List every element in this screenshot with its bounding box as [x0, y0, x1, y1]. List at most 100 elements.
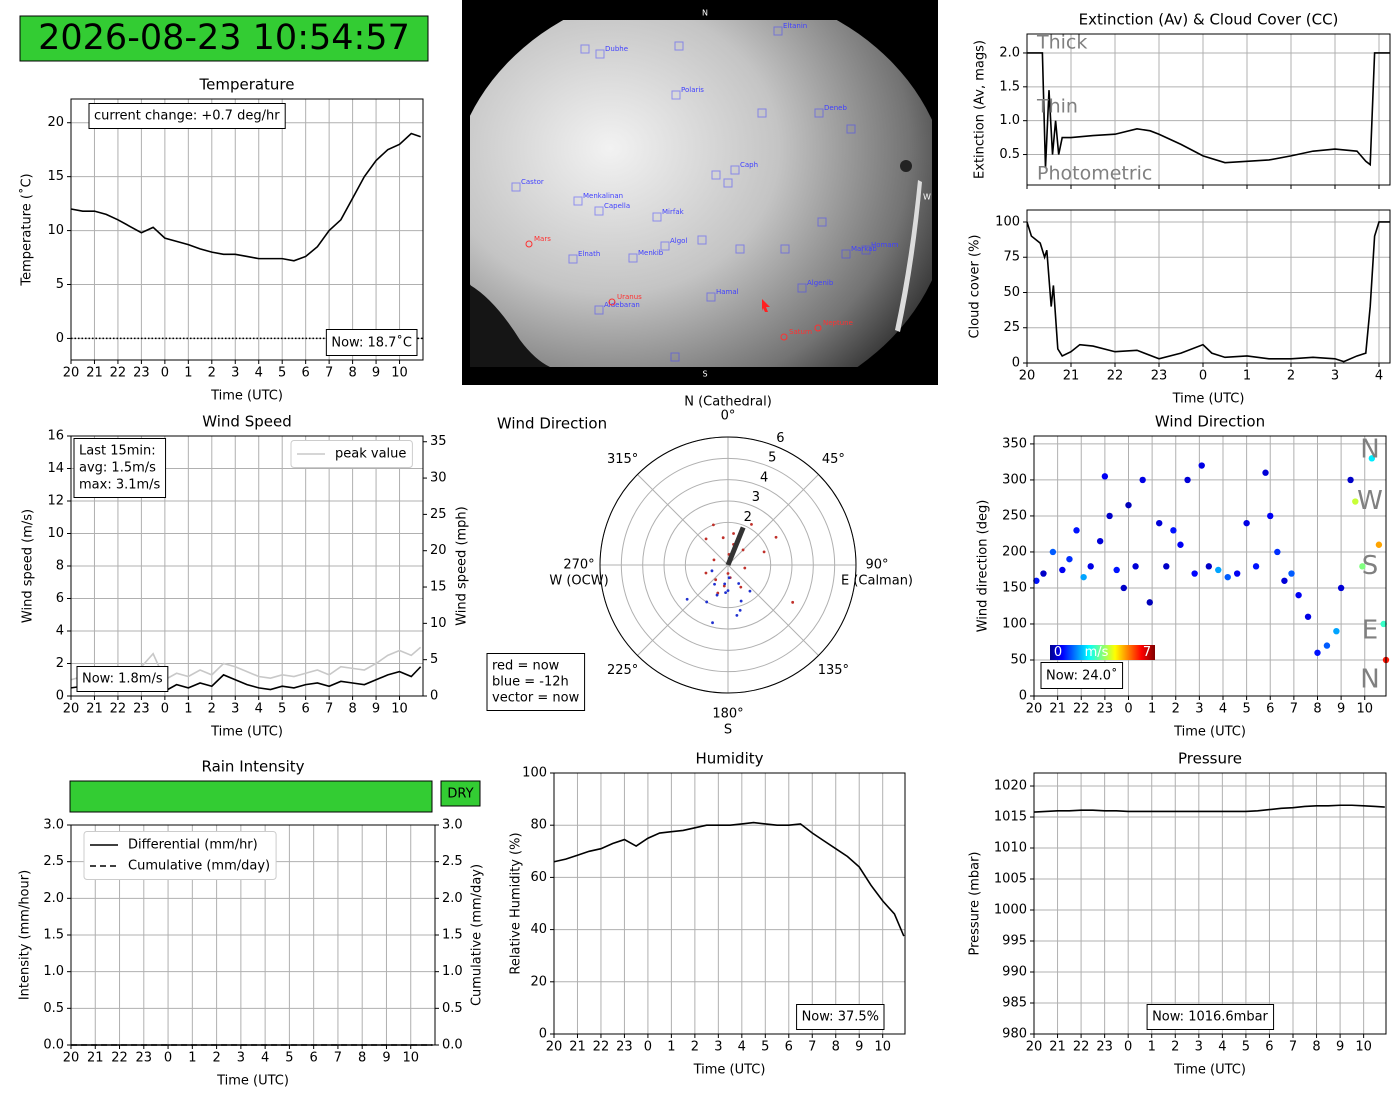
y-axis-label: Relative Humidity (%): [509, 832, 524, 974]
x-tick-label: 4: [255, 366, 263, 381]
status-bar: [69, 780, 433, 813]
y-tick-label: 1010: [994, 841, 1027, 856]
star-label: Hamal: [716, 288, 739, 296]
x-tick-label: 6: [302, 702, 310, 717]
data-point: [1049, 548, 1057, 556]
star-marker: [652, 212, 662, 222]
x-tick-label: 4: [738, 1040, 746, 1055]
data-line: [1026, 221, 1390, 363]
x-tick-label: 23: [1151, 369, 1168, 384]
x-tick-label: 1: [184, 702, 192, 717]
data-point: [1163, 563, 1170, 570]
annotation-box: [1040, 662, 1124, 689]
x-tick-label: 5: [278, 702, 286, 717]
y-tick-label: 250: [1002, 508, 1027, 523]
colorbar: [1050, 645, 1155, 660]
x-tick-label: 5: [1242, 702, 1250, 717]
data-point: [1262, 469, 1269, 476]
data-point: [714, 578, 718, 582]
x-tick-label: 20: [63, 366, 80, 381]
annotation-box: [290, 440, 413, 468]
x-tick-label: 5: [278, 366, 286, 381]
data-point: [1243, 519, 1250, 527]
y-tick-label: 10: [47, 223, 64, 238]
y-tick-label: 6: [56, 591, 64, 606]
x-tick-label: 7: [808, 1040, 816, 1055]
star-label: Elnath: [578, 250, 600, 258]
status-box: [440, 780, 481, 807]
theta-tick-label: 315°: [607, 452, 638, 467]
data-point: [1132, 563, 1139, 570]
x-tick-label: 6: [302, 366, 310, 381]
star-marker: [817, 217, 827, 227]
legend-label: Cumulative (mm/day): [128, 859, 270, 874]
y-tick-label: 995: [1002, 934, 1027, 949]
y2-tick-label: 0.5: [442, 1001, 463, 1016]
compass-label: W: [1357, 486, 1383, 516]
y-axis-label: Wind speed (m/s): [21, 509, 36, 623]
star-marker: [861, 245, 871, 255]
data-point: [1281, 577, 1288, 584]
x-tick-label: 10: [402, 1051, 419, 1066]
annotation: Now: 37.5%: [802, 1010, 879, 1025]
star-label: Uranus: [617, 293, 642, 301]
r-tick-label: 2: [744, 510, 752, 525]
chart-title: Humidity: [695, 750, 763, 768]
colorbar-tick-label: 0: [1054, 645, 1062, 660]
direction-label: S: [724, 723, 732, 738]
y2-tick-label: 15: [430, 580, 447, 595]
camera-header: t=0.2s: [812, 0, 836, 8]
data-point: [737, 582, 741, 585]
data-point: [1177, 541, 1184, 548]
camera-header: 2026-08-23 04:20:23 UTC: [682, 0, 773, 8]
planet-marker: [608, 298, 616, 306]
x-tick-label: 7: [325, 702, 333, 717]
y-tick-label: 50: [1003, 285, 1020, 300]
y-tick-label: 200: [1002, 544, 1027, 559]
grid-spoke: [727, 564, 819, 656]
annotation: Now: 1.8m/s: [82, 672, 163, 687]
data-point: [1113, 566, 1120, 574]
data-point: [713, 582, 716, 586]
r-tick-label: 5: [768, 451, 776, 466]
y-tick-label: 1.0: [43, 964, 64, 979]
annotation-box: [486, 653, 586, 711]
y2-tick-label: 0.0: [442, 1038, 463, 1053]
star-marker: [674, 41, 684, 51]
x-tick-label: 20: [63, 702, 80, 717]
plot-frame: [1026, 209, 1391, 364]
x-axis-label: Time (UTC): [1172, 392, 1245, 407]
x-tick-label: 9: [1337, 702, 1345, 717]
x-tick-label: 8: [832, 1040, 840, 1055]
y-tick-label: 0.5: [999, 147, 1020, 162]
plot-frame: [1033, 772, 1387, 1035]
y-tick-label: 2.0: [43, 891, 64, 906]
x-axis-label: Time (UTC): [210, 389, 283, 404]
x-tick-label: 8: [1312, 1040, 1320, 1055]
plot-frame: [553, 772, 906, 1035]
x-tick-label: 21: [569, 1040, 586, 1055]
chart-title: Pressure: [1178, 750, 1242, 768]
x-axis-label: Time (UTC): [210, 725, 283, 740]
x-tick-label: 23: [616, 1040, 633, 1055]
x-tick-label: 22: [1107, 369, 1124, 384]
star-marker: [773, 26, 783, 36]
star-marker: [841, 249, 851, 259]
x-tick-label: 4: [255, 702, 263, 717]
data-point: [1295, 591, 1302, 599]
plot-area: [1027, 34, 1390, 185]
sky-image: [470, 20, 932, 367]
compass-label: N: [1360, 665, 1379, 695]
chart-title: Wind Direction: [1155, 413, 1265, 431]
y-tick-label: 1.0: [999, 113, 1020, 128]
annotation-box: [76, 666, 169, 692]
x-tick-label: 21: [86, 366, 103, 381]
y-tick-label: 12: [47, 494, 64, 509]
data-point: [1120, 584, 1127, 592]
annotation: Now: 1016.6mbar: [1152, 1010, 1268, 1025]
data-point: [1224, 573, 1231, 581]
x-tick-label: 4: [1219, 702, 1227, 717]
data-point: [1304, 613, 1312, 620]
star-label: Homam: [871, 241, 899, 249]
star-marker: [594, 206, 604, 216]
